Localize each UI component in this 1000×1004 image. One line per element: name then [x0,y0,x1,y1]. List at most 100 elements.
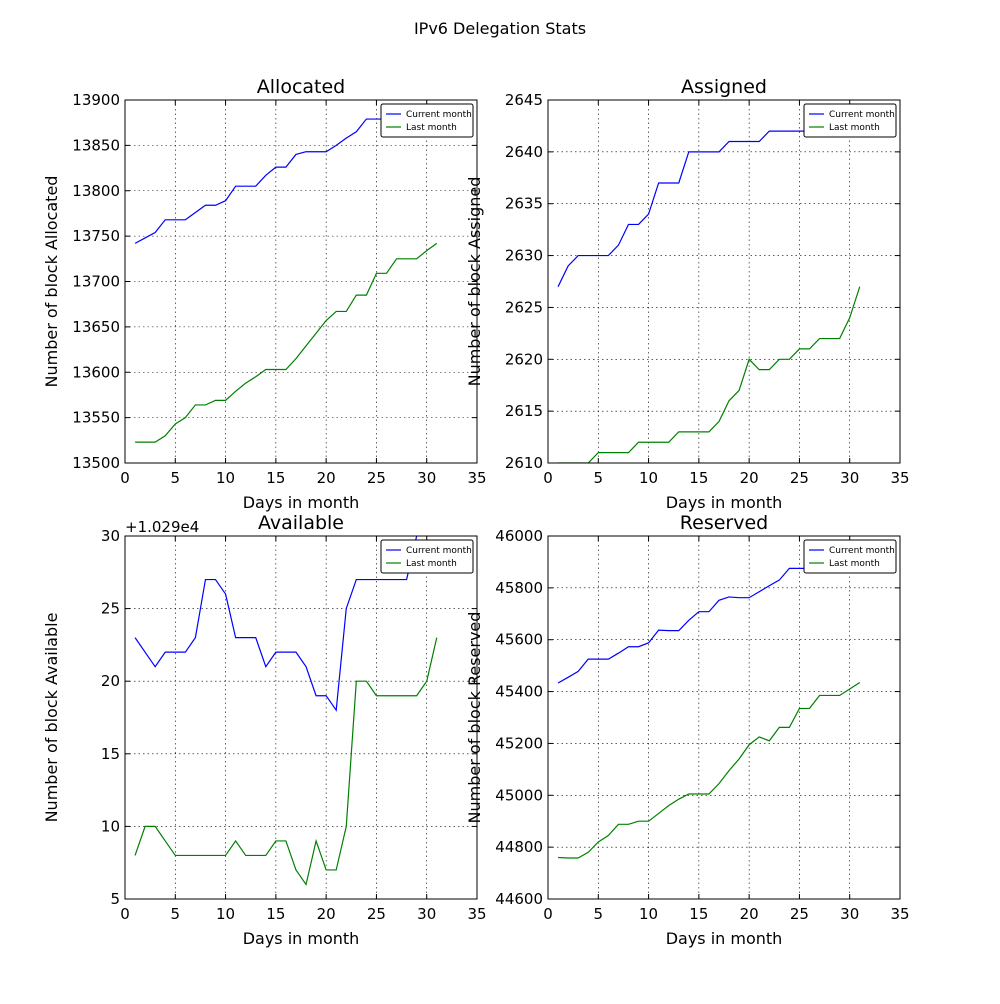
x-tick-label: 15 [689,905,708,923]
x-axis-label: Days in month [243,929,360,948]
legend-label: Current month [406,110,472,120]
x-tick-label: 5 [171,905,181,923]
y-tick-label: 13900 [72,91,120,109]
series-line-last-month [134,637,438,886]
panel-title: Reserved [680,512,768,534]
panel-allocated: 0 5 10 15 20 25 30 35 13500 13550 13600 13650 13700 1… [42,76,487,512]
y-axis-label: Number of block Available [42,613,61,823]
plot-frame [547,535,901,900]
series-line-current-month [557,567,830,684]
y-tick-label: 45600 [495,631,543,649]
y-tick-label: 13550 [72,409,120,427]
x-axis-label: Days in month [666,929,783,948]
x-tick-label: 30 [417,905,436,923]
y-tick-label: 46000 [495,527,543,545]
legend-label: Current month [406,546,472,556]
legend-label: Last month [829,123,880,133]
y-axis-label: Number of block Assigned [465,177,484,387]
x-tick-label: 5 [171,469,181,487]
y-tick-label: 10 [101,817,120,835]
figure-title: IPv6 Delegation Stats [414,19,586,38]
y-tick-label: 2610 [505,454,543,472]
legend-box [803,103,897,138]
x-tick-label: 10 [216,905,235,923]
y-tick-label: 13600 [72,363,120,381]
x-tick-label: 35 [890,469,909,487]
legend-label: Last month [406,123,457,133]
x-tick-label: 15 [266,469,285,487]
plot-frame [547,99,901,464]
x-tick-label: 5 [594,905,604,923]
y-tick-label: 20 [101,672,120,690]
series-line-last-month [558,286,861,463]
legend-box [380,539,474,574]
y-tick-label: 13750 [72,227,120,245]
x-tick-label: 5 [594,469,604,487]
legend: Current month Last month [380,539,474,574]
y-tick-label: 44600 [495,890,543,908]
series-line-last-month [135,242,438,443]
x-tick-label: 15 [266,905,285,923]
series-line-current-month [557,130,830,287]
y-tick-label: 13700 [72,273,120,291]
legend-label: Last month [406,559,457,569]
panel-title: Available [258,512,344,534]
y-tick-label: 13500 [72,454,120,472]
y-tick-label: 25 [101,600,120,618]
x-tick-label: 10 [216,469,235,487]
y-offset-label: +1.029e4 [125,518,199,536]
y-tick-label: 15 [101,745,120,763]
x-tick-label: 10 [639,469,658,487]
x-tick-label: 25 [790,469,809,487]
x-tick-label: 30 [840,905,859,923]
y-tick-label: 45800 [495,579,543,597]
series-line-current-month [134,118,407,244]
x-tick-label: 35 [890,905,909,923]
x-tick-label: 35 [467,469,486,487]
y-tick-label: 2620 [505,350,543,368]
legend-label: Current month [829,546,895,556]
y-tick-label: 2615 [505,402,543,420]
y-tick-label: 2645 [505,91,543,109]
x-tick-label: 25 [367,905,386,923]
y-tick-label: 2625 [505,298,543,316]
y-axis-label: Number of block Reserved [465,612,484,824]
y-tick-label: 45000 [495,786,543,804]
legend: Current month Last month [380,103,474,138]
y-tick-label: 2635 [505,195,543,213]
x-tick-label: 0 [543,905,553,923]
x-tick-label: 25 [367,469,386,487]
x-axis-label: Days in month [666,493,783,512]
x-tick-label: 35 [467,905,486,923]
x-tick-label: 25 [790,905,809,923]
x-tick-label: 0 [120,905,130,923]
plot-frame [124,535,478,900]
x-tick-label: 10 [639,905,658,923]
x-tick-label: 20 [740,469,759,487]
y-tick-label: 45400 [495,683,543,701]
x-tick-label: 20 [317,905,336,923]
y-tick-label: 30 [101,527,120,545]
x-axis-label: Days in month [243,493,360,512]
x-tick-label: 0 [120,469,130,487]
y-tick-label: 44800 [495,838,543,856]
x-tick-label: 15 [689,469,708,487]
panel-title: Assigned [681,76,767,98]
panel-assigned: 0 5 10 15 20 25 30 35 2610 2615 2620 2625 2630 2635 26… [465,76,910,512]
panel-reserved: 0 5 10 15 20 25 30 35 44600 44800 45000 45200 45400 4… [465,512,910,948]
legend-label: Current month [829,110,895,120]
legend-box [803,539,897,574]
legend-label: Last month [829,559,880,569]
panel-title: Allocated [257,76,345,98]
legend: Current month Last month [803,539,897,574]
legend-box [380,103,474,138]
y-tick-label: 2630 [505,247,543,265]
y-tick-label: 13650 [72,318,120,336]
y-tick-label: 2640 [505,143,543,161]
x-tick-label: 0 [543,469,553,487]
y-tick-label: 45200 [495,734,543,752]
y-tick-label: 13850 [72,136,120,154]
